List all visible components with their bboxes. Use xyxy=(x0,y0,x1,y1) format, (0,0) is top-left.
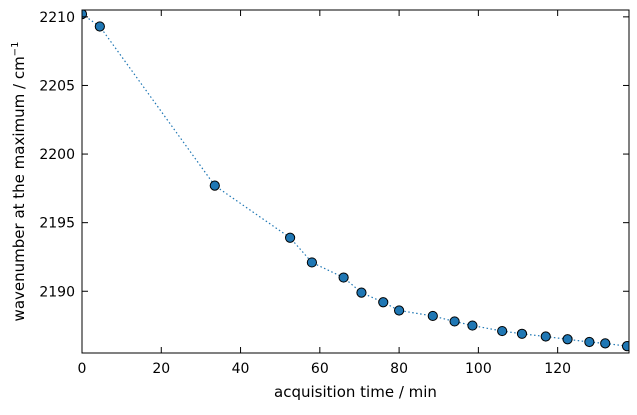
series-line xyxy=(82,13,628,347)
plot-frame xyxy=(81,9,630,354)
data-point xyxy=(621,341,629,352)
x-tick-label: 40 xyxy=(232,361,250,377)
ticks-layer: 0 20 40 60 80 100 120 2190 2195 2200 2205 2210 xyxy=(39,10,629,377)
data-point xyxy=(449,316,460,327)
plot-area xyxy=(82,10,629,352)
x-axis-label-text: acquisition time / min xyxy=(274,383,437,401)
x-tick-label: 120 xyxy=(544,361,571,377)
data-point xyxy=(600,338,611,349)
data-point xyxy=(356,287,367,298)
x-tick-label: 0 xyxy=(78,361,87,377)
data-point xyxy=(467,320,478,331)
x-tick-label: 80 xyxy=(390,361,408,377)
x-tick-label: 100 xyxy=(465,361,492,377)
y-tick-label: 2190 xyxy=(39,284,75,300)
data-point xyxy=(394,305,405,316)
y-tick-label: 2200 xyxy=(39,147,75,163)
y-axis-label-text: wavenumber at the maximum / cm xyxy=(10,56,28,321)
series-layer xyxy=(82,10,629,352)
y-tick-label: 2195 xyxy=(39,216,75,232)
data-point xyxy=(497,325,508,337)
data-point xyxy=(540,331,551,342)
data-point xyxy=(284,232,296,243)
y-axis-label: wavenumber at the maximum / cm−1 xyxy=(10,42,28,322)
data-point xyxy=(338,272,349,283)
data-point xyxy=(516,328,528,339)
data-point xyxy=(427,310,438,322)
data-point xyxy=(378,297,389,308)
data-point xyxy=(306,257,317,268)
y-tick-label: 2210 xyxy=(39,10,75,26)
data-point xyxy=(562,334,573,345)
y-axis-label-superscript: −1 xyxy=(10,42,21,57)
data-point xyxy=(94,21,105,32)
data-point xyxy=(209,180,220,191)
x-tick-label: 20 xyxy=(152,361,170,377)
x-axis-label: acquisition time / min xyxy=(274,383,437,401)
x-tick-label: 60 xyxy=(311,361,329,377)
y-tick-label: 2205 xyxy=(39,78,75,94)
data-point xyxy=(584,336,595,348)
